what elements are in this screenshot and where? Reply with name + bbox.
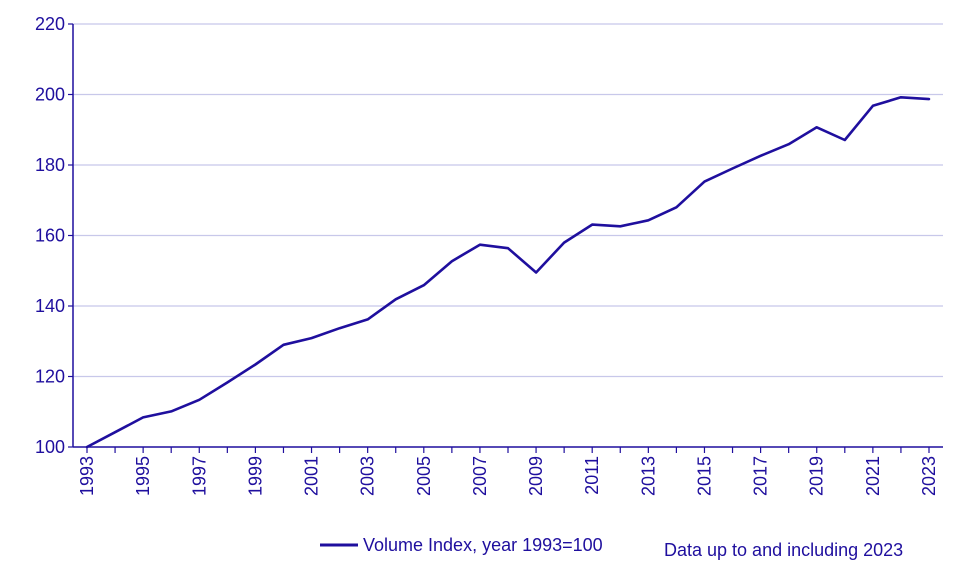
y-tick-label-160: 160 <box>35 226 65 246</box>
x-tick-label-2019: 2019 <box>807 456 827 496</box>
x-tick-label-2017: 2017 <box>751 456 771 496</box>
legend-label: Volume Index, year 1993=100 <box>363 535 603 555</box>
series-line-0 <box>85 96 931 449</box>
x-tick-label-2013: 2013 <box>638 456 658 496</box>
x-tick-label-1995: 1995 <box>133 456 153 496</box>
data-note: Data up to and including 2023 <box>664 540 903 560</box>
grid-lines <box>73 23 943 378</box>
x-tick-label-2015: 2015 <box>694 456 714 496</box>
x-tick-label-2021: 2021 <box>863 456 883 496</box>
y-tick-label-200: 200 <box>35 85 65 105</box>
y-tick-labels: 100 120 140 160 180 200 220 <box>35 14 65 457</box>
x-tick-label-2005: 2005 <box>414 456 434 496</box>
y-tick-label-100: 100 <box>35 437 65 457</box>
legend: Volume Index, year 1993=100 <box>320 535 603 555</box>
axes <box>68 23 943 453</box>
x-tick-labels: 1993 1995 1997 1999 2001 2003 2005 2007 2009 2011… <box>77 456 939 496</box>
y-tick-label-140: 140 <box>35 296 65 316</box>
x-tick-label-2023: 2023 <box>919 456 939 496</box>
x-tick-label-1997: 1997 <box>189 456 209 496</box>
x-tick-label-2011: 2011 <box>582 456 602 495</box>
x-tick-label-2007: 2007 <box>470 456 490 496</box>
series-lines <box>85 96 931 449</box>
x-tick-label-1993: 1993 <box>77 456 97 496</box>
y-tick-label-220: 220 <box>35 14 65 34</box>
y-tick-label-180: 180 <box>35 155 65 175</box>
x-tick-label-2009: 2009 <box>526 456 546 496</box>
x-tick-label-1999: 1999 <box>245 456 265 496</box>
x-tick-label-2003: 2003 <box>358 456 378 496</box>
y-tick-label-120: 120 <box>35 367 65 387</box>
x-tick-label-2001: 2001 <box>302 456 322 496</box>
